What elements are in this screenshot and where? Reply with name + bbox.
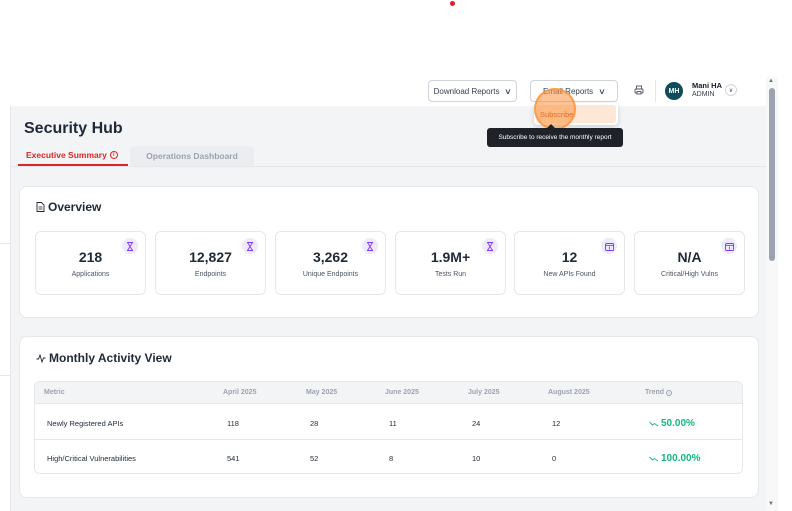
column-header-metric: Metric [44, 389, 65, 396]
stat-value: 1.9M+ [430, 249, 471, 265]
document-icon [36, 202, 45, 212]
column-header-june: June 2025 [385, 389, 419, 396]
value-cell: 541 [227, 454, 240, 463]
hourglass-icon [362, 238, 378, 254]
trend-value: 50.00% [661, 418, 695, 429]
stat-card-new-apis: 12 New APIs Found [514, 231, 625, 295]
user-role: ADMIN [692, 91, 715, 98]
scroll-down-icon[interactable]: ▼ [768, 501, 774, 507]
monthly-title: Monthly Activity View [49, 351, 172, 365]
value-cell: 52 [310, 454, 319, 463]
info-icon[interactable]: i [109, 151, 118, 159]
stat-card-unique-endpoints: 3,262 Unique Endpoints [275, 231, 386, 295]
table-header: Metric April 2025 May 2025 June 2025 Jul… [35, 382, 742, 404]
download-reports-label: Download Reports [433, 86, 500, 96]
value-cell: 118 [227, 419, 239, 428]
scroll-thumb[interactable] [769, 88, 775, 261]
stat-card-critical-vulns: N/A Critical/High Vulns [634, 231, 745, 295]
stat-card-tests-run: 1.9M+ Tests Run [395, 231, 506, 295]
trend-down-icon [649, 421, 659, 426]
stat-label: New APIs Found [543, 271, 596, 278]
stat-label: Applications [71, 271, 110, 278]
overview-heading: Overview [36, 200, 101, 214]
value-cell: 28 [310, 419, 319, 428]
calendar-icon [721, 238, 737, 254]
chevron-down-icon: ∨ [504, 86, 513, 96]
stat-label: Tests Run [434, 271, 467, 278]
value-cell: 12 [552, 419, 561, 428]
table-row: Newly Registered APIs 118 28 11 24 12 50… [35, 405, 742, 440]
metric-cell: Newly Registered APIs [47, 419, 124, 428]
monthly-activity-table: Metric April 2025 May 2025 June 2025 Jul… [34, 381, 743, 474]
column-header-july: July 2025 [468, 389, 500, 396]
scroll-up-icon[interactable]: ▲ [768, 78, 774, 84]
header-divider [655, 80, 656, 102]
column-header-april: April 2025 [223, 389, 257, 396]
trend-cell: 100.00% [649, 453, 700, 464]
hourglass-icon [482, 238, 498, 254]
page-title: Security Hub [24, 120, 123, 137]
hourglass-icon [122, 238, 138, 254]
click-indicator [534, 88, 576, 130]
trend-value: 100.00% [661, 453, 701, 464]
monthly-heading: Monthly Activity View [36, 351, 172, 365]
value-cell: 10 [472, 454, 481, 463]
scrollbar[interactable]: ▲ ▼ [766, 77, 778, 511]
left-edge [0, 77, 10, 511]
table-row: High/Critical Vulnerabilities 541 52 8 1… [35, 440, 742, 473]
download-reports-button[interactable]: Download Reports ∨ [428, 80, 517, 102]
stat-label: Critical/High Vulns [661, 271, 718, 278]
printer-icon[interactable] [634, 85, 644, 95]
stat-value: 218 [78, 249, 103, 265]
tab-label: Executive Summary [26, 150, 107, 160]
overview-title: Overview [48, 200, 102, 214]
row-divider [35, 439, 742, 440]
stat-label: Endpoints [194, 271, 227, 278]
stat-card-endpoints: 12,827 Endpoints [155, 231, 266, 295]
stat-value: 3,262 [312, 249, 349, 265]
trend-down-icon [649, 456, 659, 461]
column-header-august: August 2025 [548, 389, 590, 396]
user-menu-chevron-icon[interactable]: ∨ [725, 84, 737, 96]
info-icon[interactable]: i [666, 389, 673, 396]
value-cell: 11 [389, 419, 397, 428]
activity-icon [36, 353, 46, 363]
chevron-down-icon: ∨ [598, 86, 606, 96]
stat-label: Unique Endpoints [302, 271, 359, 278]
value-cell: 8 [389, 454, 394, 463]
top-bar [10, 77, 766, 106]
value-cell: 24 [472, 419, 481, 428]
avatar[interactable]: MH [665, 82, 683, 100]
tabs-divider [10, 166, 766, 167]
email-reports-label: Email Reports [542, 86, 594, 96]
tab-operations-dashboard[interactable]: Operations Dashboard [130, 146, 254, 166]
tab-executive-summary[interactable]: Executive Summary i [18, 146, 128, 166]
metric-cell: High/Critical Vulnerabilities [47, 454, 136, 463]
hourglass-icon [242, 238, 258, 254]
value-cell: 0 [552, 454, 557, 463]
subscribe-tooltip: Subscribe to receive the monthly report [487, 124, 623, 147]
stat-card-applications: 218 Applications [35, 231, 146, 295]
column-header-trend: Trend i [645, 389, 673, 396]
trend-cell: 50.00% [649, 418, 695, 429]
tab-label: Operations Dashboard [146, 151, 238, 161]
calendar-icon [601, 238, 617, 254]
trend-header-label: Trend [645, 389, 665, 396]
stat-value: N/A [677, 249, 702, 265]
stat-value: 12,827 [189, 249, 232, 265]
column-header-may: May 2025 [306, 389, 338, 396]
stat-value: 12 [561, 249, 578, 265]
status-dot [450, 1, 455, 6]
user-name: Mani HA [692, 81, 722, 90]
